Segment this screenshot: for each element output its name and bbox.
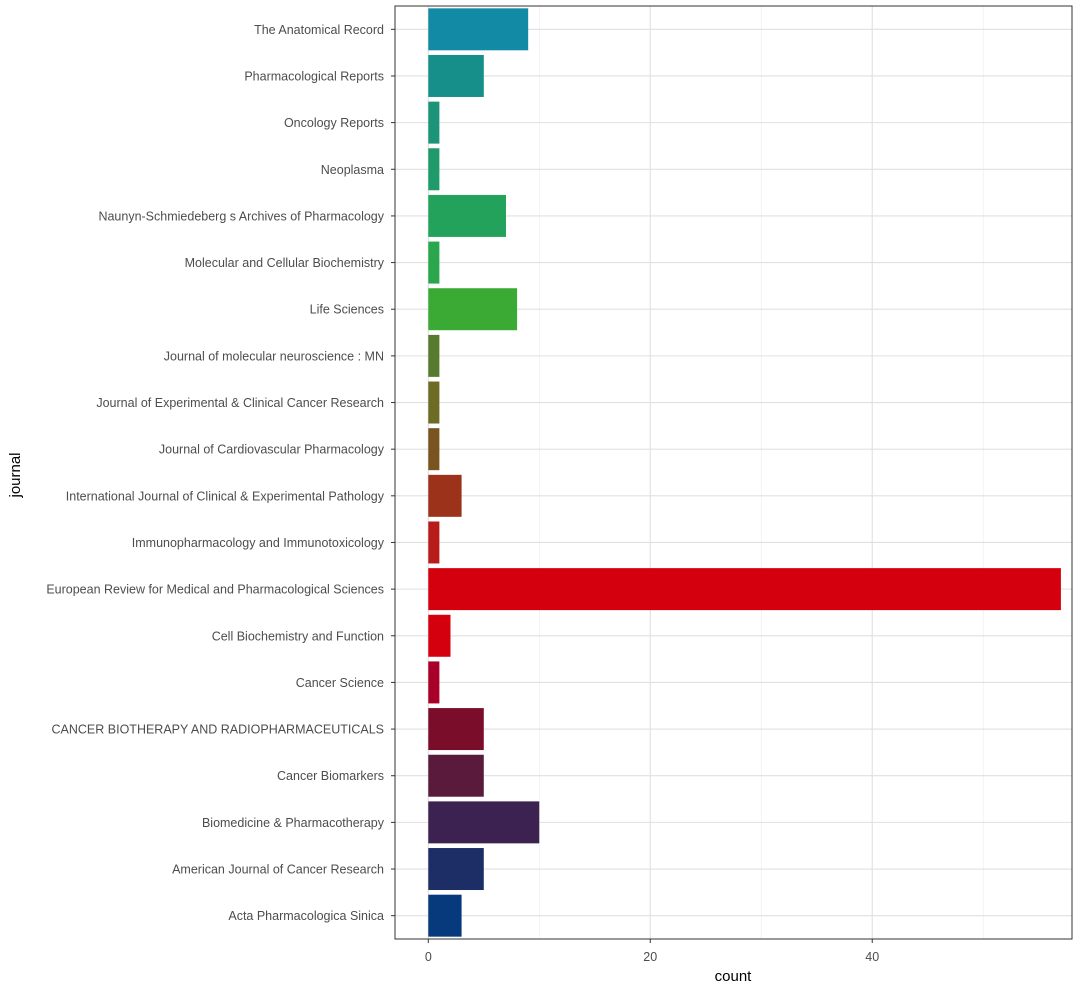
x-tick-label: 20	[643, 950, 657, 964]
y-axis: The Anatomical Record Pharmacological Rep…	[46, 23, 395, 923]
plot-border	[394, 5, 1073, 940]
x-axis: 0 20 40	[425, 939, 879, 964]
y-tick-label: Immunopharmacology and Immunotoxicology	[132, 536, 385, 550]
bar-0	[428, 8, 529, 51]
y-tick-label: Neoplasma	[321, 163, 384, 177]
bar-4	[428, 194, 506, 237]
y-tick-label: Journal of Cardiovascular Pharmacology	[159, 443, 385, 457]
bar-7	[428, 334, 440, 377]
x-axis-title: count	[715, 968, 753, 985]
bar-18	[428, 848, 484, 891]
bar-8	[428, 381, 440, 424]
bar-2	[428, 101, 440, 144]
y-tick-label: CANCER BIOTHERAPY AND RADIOPHARMACEUTICA…	[52, 723, 384, 737]
bar-5	[428, 241, 440, 284]
bar-12	[428, 568, 1061, 611]
minor-gridlines	[538, 6, 984, 939]
bar-17	[428, 801, 540, 844]
bar-10	[428, 474, 462, 517]
major-gridlines	[395, 6, 1072, 939]
y-tick-label: Journal of molecular neuroscience : MN	[164, 349, 384, 363]
y-tick-label: Cancer Science	[296, 676, 384, 690]
y-tick-label: Oncology Reports	[284, 116, 384, 130]
bars	[428, 8, 1061, 937]
x-tick-label: 0	[425, 950, 432, 964]
y-tick-label: Naunyn-Schmiedeberg s Archives of Pharma…	[98, 209, 384, 223]
y-tick-label: Cancer Biomarkers	[277, 769, 384, 783]
bar-11	[428, 521, 440, 564]
y-tick-label: International Journal of Clinical & Expe…	[66, 489, 385, 503]
bar-9	[428, 428, 440, 471]
bar-1	[428, 54, 484, 97]
y-tick-label: Acta Pharmacologica Sinica	[228, 909, 384, 923]
bar-15	[428, 708, 484, 751]
y-tick-label: Pharmacological Reports	[244, 69, 384, 83]
bar-3	[428, 148, 440, 191]
y-tick-label: Journal of Experimental & Clinical Cance…	[96, 396, 384, 410]
x-tick-label: 40	[865, 950, 879, 964]
y-tick-label: The Anatomical Record	[254, 23, 384, 37]
bar-6	[428, 288, 518, 331]
y-axis-title: journal	[7, 452, 24, 498]
bar-16	[428, 754, 484, 797]
bar-19	[428, 894, 462, 937]
plot-panel	[395, 6, 1072, 939]
y-tick-label: American Journal of Cancer Research	[172, 863, 384, 877]
y-tick-label: European Review for Medical and Pharmaco…	[46, 583, 384, 597]
y-tick-label: Molecular and Cellular Biochemistry	[185, 256, 385, 270]
y-tick-label: Life Sciences	[310, 303, 384, 317]
y-tick-label: Biomedicine & Pharmacotherapy	[202, 816, 385, 830]
bar-13	[428, 614, 451, 657]
y-tick-label: Cell Biochemistry and Function	[212, 629, 384, 643]
bar-14	[428, 661, 440, 704]
